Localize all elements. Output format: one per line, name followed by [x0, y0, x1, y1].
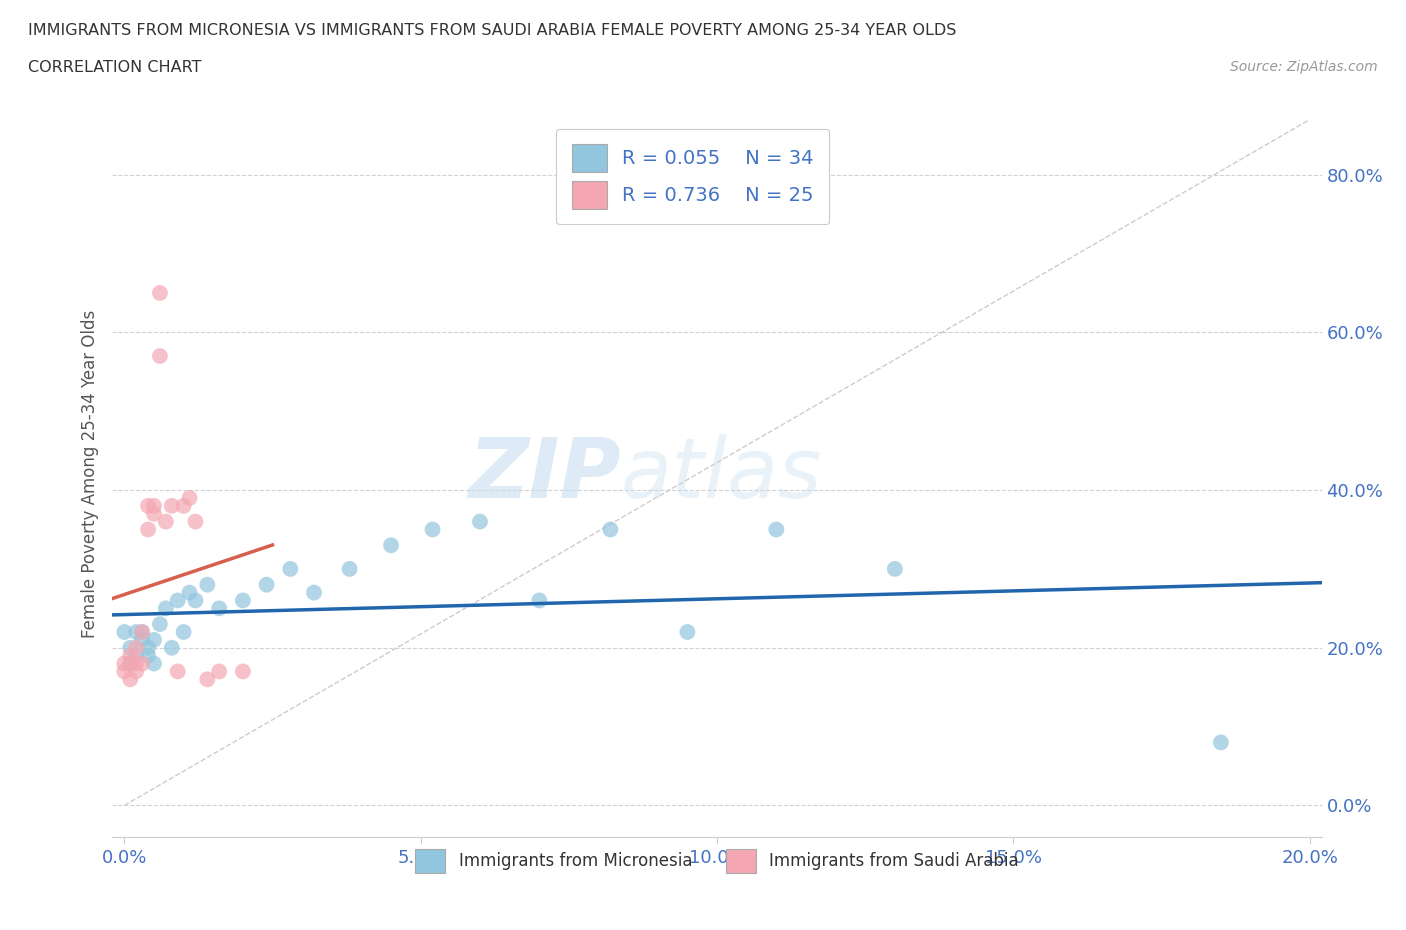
Point — [125, 664, 148, 679]
Text: atlas: atlas — [620, 433, 823, 515]
Point — [125, 641, 148, 656]
Point — [155, 601, 177, 616]
Point — [120, 671, 142, 686]
Point — [184, 593, 207, 608]
Point — [195, 578, 218, 592]
Point — [179, 490, 201, 505]
Point — [468, 514, 491, 529]
Point — [120, 648, 142, 663]
Point — [136, 522, 159, 537]
Y-axis label: Female Poverty Among 25-34 Year Olds: Female Poverty Among 25-34 Year Olds — [80, 311, 98, 638]
Text: CORRELATION CHART: CORRELATION CHART — [28, 60, 201, 75]
Point — [173, 498, 195, 513]
Point — [136, 641, 159, 656]
Point — [883, 562, 905, 577]
Point — [143, 656, 166, 671]
Point — [125, 625, 148, 640]
Point — [136, 498, 159, 513]
Point — [302, 585, 325, 600]
Point — [125, 656, 148, 671]
Point — [112, 656, 135, 671]
Point — [179, 585, 201, 600]
Point — [208, 664, 231, 679]
Text: ZIP: ZIP — [468, 433, 620, 515]
Point — [155, 514, 177, 529]
Point — [143, 506, 166, 521]
Point — [160, 641, 183, 656]
Point — [256, 578, 278, 592]
Point — [143, 498, 166, 513]
Point — [131, 656, 153, 671]
Point — [422, 522, 444, 537]
Point — [136, 648, 159, 663]
Point — [125, 648, 148, 663]
Point — [149, 617, 172, 631]
Point — [149, 286, 172, 300]
Point — [120, 656, 142, 671]
Point — [112, 664, 135, 679]
Point — [339, 562, 361, 577]
Point — [173, 625, 195, 640]
Point — [676, 625, 699, 640]
Point — [232, 664, 254, 679]
Point — [380, 538, 402, 552]
Point — [195, 671, 218, 686]
Point — [160, 498, 183, 513]
Point — [143, 632, 166, 647]
Point — [112, 625, 135, 640]
Point — [166, 593, 188, 608]
Point — [765, 522, 787, 537]
Text: Source: ZipAtlas.com: Source: ZipAtlas.com — [1230, 60, 1378, 74]
Point — [120, 641, 142, 656]
Point — [278, 562, 301, 577]
Point — [184, 514, 207, 529]
Point — [208, 601, 231, 616]
Point — [1209, 735, 1232, 750]
Point — [131, 625, 153, 640]
Legend: Immigrants from Micronesia, Immigrants from Saudi Arabia: Immigrants from Micronesia, Immigrants f… — [409, 843, 1025, 880]
Point — [120, 656, 142, 671]
Point — [166, 664, 188, 679]
Point — [529, 593, 551, 608]
Point — [149, 349, 172, 364]
Point — [131, 632, 153, 647]
Point — [131, 625, 153, 640]
Text: IMMIGRANTS FROM MICRONESIA VS IMMIGRANTS FROM SAUDI ARABIA FEMALE POVERTY AMONG : IMMIGRANTS FROM MICRONESIA VS IMMIGRANTS… — [28, 23, 956, 38]
Point — [599, 522, 621, 537]
Point — [232, 593, 254, 608]
